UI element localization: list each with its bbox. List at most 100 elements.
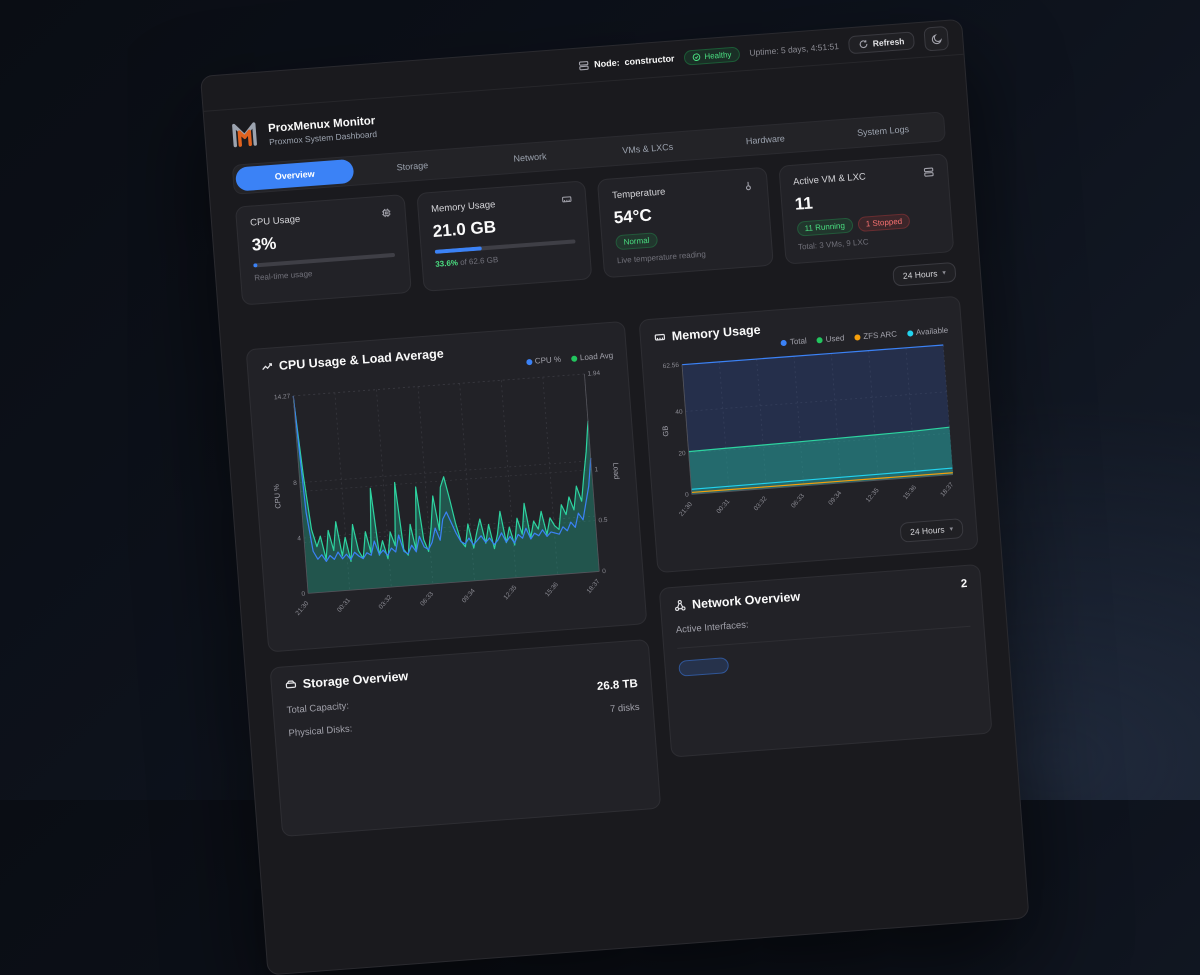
stat-cards-row: CPU Usage 3% Real-time usage Memory Usag… <box>234 153 955 306</box>
health-badge: Healthy <box>683 46 740 66</box>
vm-count-value: 11 <box>794 193 814 214</box>
chevron-down-icon: ▾ <box>942 269 947 277</box>
cpu-load-chart-card: CPU Usage & Load Average CPU % Load Avg 0… <box>245 320 648 653</box>
interface-badge[interactable] <box>678 657 730 677</box>
proxmenux-logo <box>228 118 261 155</box>
hard-drive-icon <box>284 678 297 691</box>
network-overview-card: Network Overview 2 Active Interfaces: <box>658 563 993 758</box>
cpu-progress-fill <box>253 263 258 268</box>
svg-text:CPU %: CPU % <box>272 483 283 509</box>
tab-storage[interactable]: Storage <box>396 160 429 173</box>
charts-section: CPU Usage & Load Average CPU % Load Avg 0… <box>245 295 995 837</box>
storage-title: Storage Overview <box>302 669 409 691</box>
storage-disks-value: 7 disks <box>609 701 640 716</box>
svg-text:0: 0 <box>602 568 607 575</box>
memory-chart-card: Memory Usage Total Used ZFS ARC Available 0… <box>638 295 979 574</box>
svg-text:62.56: 62.56 <box>663 362 680 370</box>
svg-text:1.94: 1.94 <box>587 370 601 378</box>
svg-text:09:34: 09:34 <box>827 490 843 507</box>
topbar: Node: constructor Healthy Uptime: 5 days… <box>201 19 964 112</box>
svg-text:15:36: 15:36 <box>544 581 560 598</box>
tab-overview[interactable]: Overview <box>234 158 355 192</box>
active-vm-lxc-card: Active VM & LXC 11 11 Running 1 Stopped … <box>777 153 955 265</box>
uptime-text: Uptime: 5 days, 4:51:51 <box>748 41 840 58</box>
vms-stopped-badge: 1 Stopped <box>857 213 911 233</box>
legend-item: ZFS ARC <box>854 329 897 341</box>
svg-text:0.5: 0.5 <box>598 517 608 525</box>
tab-hardware[interactable]: Hardware <box>745 133 786 147</box>
memory-icon <box>561 193 573 205</box>
svg-text:15:36: 15:36 <box>902 484 918 501</box>
check-circle-icon <box>692 52 702 62</box>
right-column: Memory Usage Total Used ZFS ARC Available 0… <box>638 295 993 758</box>
svg-text:18:37: 18:37 <box>939 481 955 498</box>
svg-text:06:33: 06:33 <box>790 492 806 509</box>
svg-text:00:31: 00:31 <box>715 498 731 515</box>
time-range-select[interactable]: 24 Hours ▾ <box>892 261 957 287</box>
svg-text:12:35: 12:35 <box>865 487 881 504</box>
memory-time-range-select[interactable]: 24 Hours ▾ <box>899 518 964 543</box>
thermometer-icon <box>742 180 754 192</box>
svg-text:14.27: 14.27 <box>274 393 291 401</box>
temperature-value: 54°C <box>613 205 653 228</box>
legend-item: CPU % <box>525 355 561 367</box>
svg-text:21:30: 21:30 <box>678 501 694 518</box>
svg-text:0: 0 <box>301 591 306 598</box>
svg-text:00:31: 00:31 <box>336 597 352 614</box>
theme-toggle-button[interactable] <box>923 25 950 52</box>
svg-text:40: 40 <box>675 409 683 417</box>
legend-item: Available <box>906 326 948 338</box>
cpu-usage-card: CPU Usage 3% Real-time usage <box>234 194 412 306</box>
svg-text:18:37: 18:37 <box>586 578 602 595</box>
node-label: Node: <box>593 57 620 70</box>
svg-text:0: 0 <box>685 492 690 499</box>
memory-value: 21.0 GB <box>432 217 497 241</box>
svg-text:4: 4 <box>297 535 302 542</box>
memory-chart: 0 20 40 62.56 21:30 00:31 03:32 06:33 09:34 12:35… <box>661 344 956 518</box>
vms-running-badge: 11 Running <box>796 217 854 237</box>
refresh-button[interactable]: Refresh <box>848 31 916 55</box>
node-value: constructor <box>624 53 675 68</box>
svg-text:Load: Load <box>611 462 621 479</box>
svg-text:21:30: 21:30 <box>294 600 310 617</box>
legend-item: Total <box>780 336 807 347</box>
tab-vms-lxcs[interactable]: VMs & LXCs <box>621 141 674 156</box>
memory-card-title: Memory Usage <box>430 199 496 216</box>
temperature-status-badge: Normal <box>615 232 658 251</box>
svg-text:1: 1 <box>594 466 599 473</box>
cpu-load-chart: 0 4 8 14.27 0 0.5 1 1.94 21:30 00:31 03:32 06:33 09:… <box>272 370 622 617</box>
storage-overview-card: Storage Overview Total Capacity: 26.8 TB… <box>269 638 662 837</box>
node-info: Node: constructor <box>578 53 675 71</box>
temperature-card-title: Temperature <box>611 186 666 202</box>
cpu-value: 3% <box>251 233 278 255</box>
server-icon <box>578 59 590 71</box>
svg-text:8: 8 <box>293 480 298 487</box>
left-column: CPU Usage & Load Average CPU % Load Avg 0… <box>245 320 662 837</box>
main-content: ProxMenux Monitor Proxmox System Dashboa… <box>204 55 1019 839</box>
cpu-icon <box>380 207 392 219</box>
tab-network[interactable]: Network <box>513 151 547 164</box>
temperature-card: Temperature 54°C Normal Live temperature… <box>596 166 774 279</box>
cpu-card-title: CPU Usage <box>249 213 301 229</box>
chevron-down-icon: ▾ <box>949 525 954 534</box>
server-stack-icon <box>923 166 935 178</box>
legend-item: Load Avg <box>570 351 613 363</box>
svg-text:20: 20 <box>678 450 686 458</box>
tab-system-logs[interactable]: System Logs <box>856 124 910 138</box>
svg-text:GB: GB <box>661 425 671 436</box>
svg-text:09:34: 09:34 <box>461 587 477 604</box>
svg-text:03:32: 03:32 <box>378 594 394 611</box>
vm-card-title: Active VM & LXC <box>792 171 867 188</box>
storage-capacity-value: 26.8 TB <box>596 677 639 693</box>
legend-item: Used <box>816 333 845 344</box>
trend-icon <box>261 360 274 373</box>
network-icon <box>674 599 687 612</box>
network-title: Network Overview <box>691 589 801 612</box>
active-interfaces-count: 2 <box>960 577 968 591</box>
moon-icon <box>930 33 942 45</box>
svg-text:03:32: 03:32 <box>753 495 769 512</box>
memory-chart-icon <box>653 331 666 344</box>
app-header: ProxMenux Monitor Proxmox System Dashboa… <box>228 66 943 154</box>
svg-text:12:35: 12:35 <box>502 584 518 601</box>
svg-text:06:33: 06:33 <box>419 590 435 607</box>
